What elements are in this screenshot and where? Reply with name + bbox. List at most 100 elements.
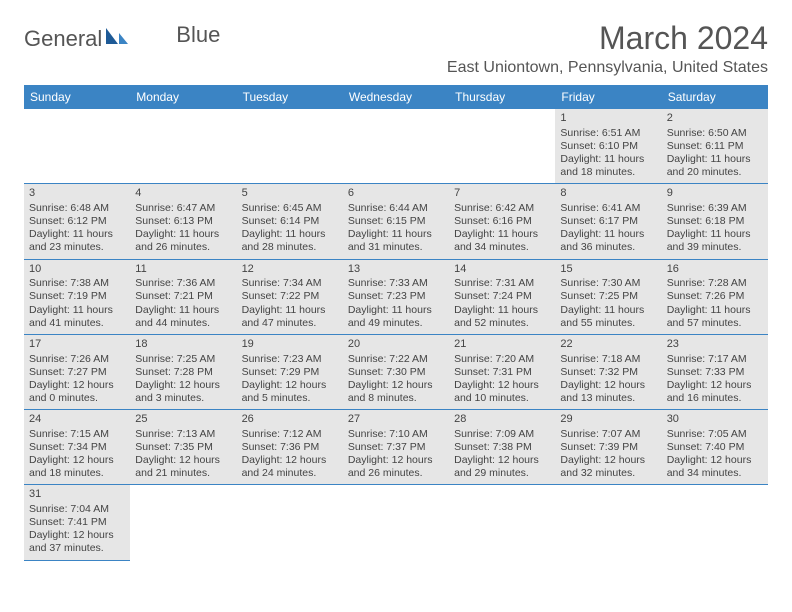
daylight-2: and 49 minutes. — [348, 317, 444, 330]
week-row: 31Sunrise: 7:04 AMSunset: 7:41 PMDayligh… — [24, 485, 768, 560]
day-number: 21 — [454, 338, 550, 352]
sunset: Sunset: 7:34 PM — [29, 441, 125, 454]
sunrise: Sunrise: 6:50 AM — [667, 127, 763, 140]
sunset: Sunset: 7:25 PM — [560, 290, 656, 303]
sunset: Sunset: 7:28 PM — [135, 366, 231, 379]
day-number: 30 — [667, 413, 763, 427]
sunrise: Sunrise: 7:36 AM — [135, 277, 231, 290]
day-cell: 16Sunrise: 7:28 AMSunset: 7:26 PMDayligh… — [662, 259, 768, 334]
sunrise: Sunrise: 7:20 AM — [454, 353, 550, 366]
dow-sun: Sunday — [24, 85, 130, 109]
sunrise: Sunrise: 7:30 AM — [560, 277, 656, 290]
day-cell: 20Sunrise: 7:22 AMSunset: 7:30 PMDayligh… — [343, 334, 449, 409]
logo-text-1: General — [24, 26, 102, 52]
daylight-1: Daylight: 11 hours — [560, 153, 656, 166]
day-number: 19 — [242, 338, 338, 352]
day-number: 18 — [135, 338, 231, 352]
day-cell — [130, 485, 236, 560]
dow-mon: Monday — [130, 85, 236, 109]
sunset: Sunset: 6:15 PM — [348, 215, 444, 228]
day-number: 29 — [560, 413, 656, 427]
sunrise: Sunrise: 7:12 AM — [242, 428, 338, 441]
sunset: Sunset: 6:14 PM — [242, 215, 338, 228]
sunset: Sunset: 7:26 PM — [667, 290, 763, 303]
daylight-2: and 20 minutes. — [667, 166, 763, 179]
sunset: Sunset: 6:11 PM — [667, 140, 763, 153]
day-number: 20 — [348, 338, 444, 352]
sunset: Sunset: 7:23 PM — [348, 290, 444, 303]
daylight-1: Daylight: 11 hours — [135, 228, 231, 241]
day-number: 16 — [667, 263, 763, 277]
day-cell: 31Sunrise: 7:04 AMSunset: 7:41 PMDayligh… — [24, 485, 130, 560]
sunset: Sunset: 7:29 PM — [242, 366, 338, 379]
day-cell: 7Sunrise: 6:42 AMSunset: 6:16 PMDaylight… — [449, 184, 555, 259]
month-title: March 2024 — [447, 20, 768, 57]
day-cell: 5Sunrise: 6:45 AMSunset: 6:14 PMDaylight… — [237, 184, 343, 259]
day-cell: 3Sunrise: 6:48 AMSunset: 6:12 PMDaylight… — [24, 184, 130, 259]
daylight-1: Daylight: 11 hours — [560, 304, 656, 317]
daylight-2: and 18 minutes. — [560, 166, 656, 179]
daylight-2: and 0 minutes. — [29, 392, 125, 405]
day-cell: 28Sunrise: 7:09 AMSunset: 7:38 PMDayligh… — [449, 410, 555, 485]
dow-tue: Tuesday — [237, 85, 343, 109]
day-cell: 8Sunrise: 6:41 AMSunset: 6:17 PMDaylight… — [555, 184, 661, 259]
day-cell — [343, 485, 449, 560]
sunset: Sunset: 6:12 PM — [29, 215, 125, 228]
sunrise: Sunrise: 6:42 AM — [454, 202, 550, 215]
daylight-2: and 37 minutes. — [29, 542, 125, 555]
daylight-1: Daylight: 12 hours — [135, 454, 231, 467]
sunset: Sunset: 7:19 PM — [29, 290, 125, 303]
sunset: Sunset: 7:39 PM — [560, 441, 656, 454]
day-cell: 1Sunrise: 6:51 AMSunset: 6:10 PMDaylight… — [555, 109, 661, 184]
day-cell: 2Sunrise: 6:50 AMSunset: 6:11 PMDaylight… — [662, 109, 768, 184]
sunrise: Sunrise: 7:38 AM — [29, 277, 125, 290]
logo-text-2: Blue — [176, 22, 220, 48]
sunset: Sunset: 7:36 PM — [242, 441, 338, 454]
day-number: 9 — [667, 187, 763, 201]
sunset: Sunset: 6:10 PM — [560, 140, 656, 153]
daylight-1: Daylight: 12 hours — [29, 529, 125, 542]
sunset: Sunset: 7:24 PM — [454, 290, 550, 303]
daylight-2: and 8 minutes. — [348, 392, 444, 405]
day-cell — [24, 109, 130, 184]
daylight-2: and 18 minutes. — [29, 467, 125, 480]
sunrise: Sunrise: 7:34 AM — [242, 277, 338, 290]
daylight-2: and 24 minutes. — [242, 467, 338, 480]
daylight-1: Daylight: 12 hours — [560, 379, 656, 392]
week-row: 24Sunrise: 7:15 AMSunset: 7:34 PMDayligh… — [24, 410, 768, 485]
day-number: 1 — [560, 112, 656, 126]
day-number: 25 — [135, 413, 231, 427]
day-cell — [555, 485, 661, 560]
daylight-2: and 23 minutes. — [29, 241, 125, 254]
sunrise: Sunrise: 7:25 AM — [135, 353, 231, 366]
sunrise: Sunrise: 7:10 AM — [348, 428, 444, 441]
header: General Blue March 2024 East Uniontown, … — [24, 20, 768, 77]
day-number: 22 — [560, 338, 656, 352]
daylight-1: Daylight: 12 hours — [135, 379, 231, 392]
sunset: Sunset: 7:27 PM — [29, 366, 125, 379]
daylight-1: Daylight: 12 hours — [454, 379, 550, 392]
day-cell: 18Sunrise: 7:25 AMSunset: 7:28 PMDayligh… — [130, 334, 236, 409]
sunrise: Sunrise: 7:17 AM — [667, 353, 763, 366]
day-number: 28 — [454, 413, 550, 427]
daylight-1: Daylight: 11 hours — [348, 228, 444, 241]
day-number: 31 — [29, 488, 125, 502]
sunrise: Sunrise: 7:07 AM — [560, 428, 656, 441]
day-cell: 12Sunrise: 7:34 AMSunset: 7:22 PMDayligh… — [237, 259, 343, 334]
week-row: 10Sunrise: 7:38 AMSunset: 7:19 PMDayligh… — [24, 259, 768, 334]
day-cell: 4Sunrise: 6:47 AMSunset: 6:13 PMDaylight… — [130, 184, 236, 259]
daylight-1: Daylight: 12 hours — [29, 454, 125, 467]
daylight-2: and 34 minutes. — [454, 241, 550, 254]
day-cell — [237, 109, 343, 184]
sunset: Sunset: 7:37 PM — [348, 441, 444, 454]
day-cell: 30Sunrise: 7:05 AMSunset: 7:40 PMDayligh… — [662, 410, 768, 485]
day-cell: 29Sunrise: 7:07 AMSunset: 7:39 PMDayligh… — [555, 410, 661, 485]
sunset: Sunset: 7:33 PM — [667, 366, 763, 379]
sunrise: Sunrise: 6:44 AM — [348, 202, 444, 215]
day-cell: 21Sunrise: 7:20 AMSunset: 7:31 PMDayligh… — [449, 334, 555, 409]
day-number: 4 — [135, 187, 231, 201]
daylight-1: Daylight: 11 hours — [242, 304, 338, 317]
sunrise: Sunrise: 7:31 AM — [454, 277, 550, 290]
daylight-2: and 44 minutes. — [135, 317, 231, 330]
daylight-1: Daylight: 11 hours — [560, 228, 656, 241]
